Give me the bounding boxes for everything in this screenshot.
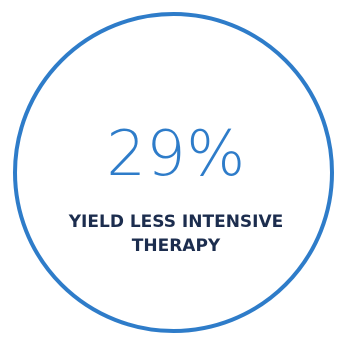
stat-caption: YIELD LESS INTENSIVE THERAPY xyxy=(0,210,352,258)
stat-caption-line-2: THERAPY xyxy=(131,236,221,256)
stat-circle xyxy=(13,12,334,333)
stat-caption-line-1: YIELD LESS INTENSIVE xyxy=(68,212,284,232)
stat-percentage: 29% xyxy=(106,117,246,190)
